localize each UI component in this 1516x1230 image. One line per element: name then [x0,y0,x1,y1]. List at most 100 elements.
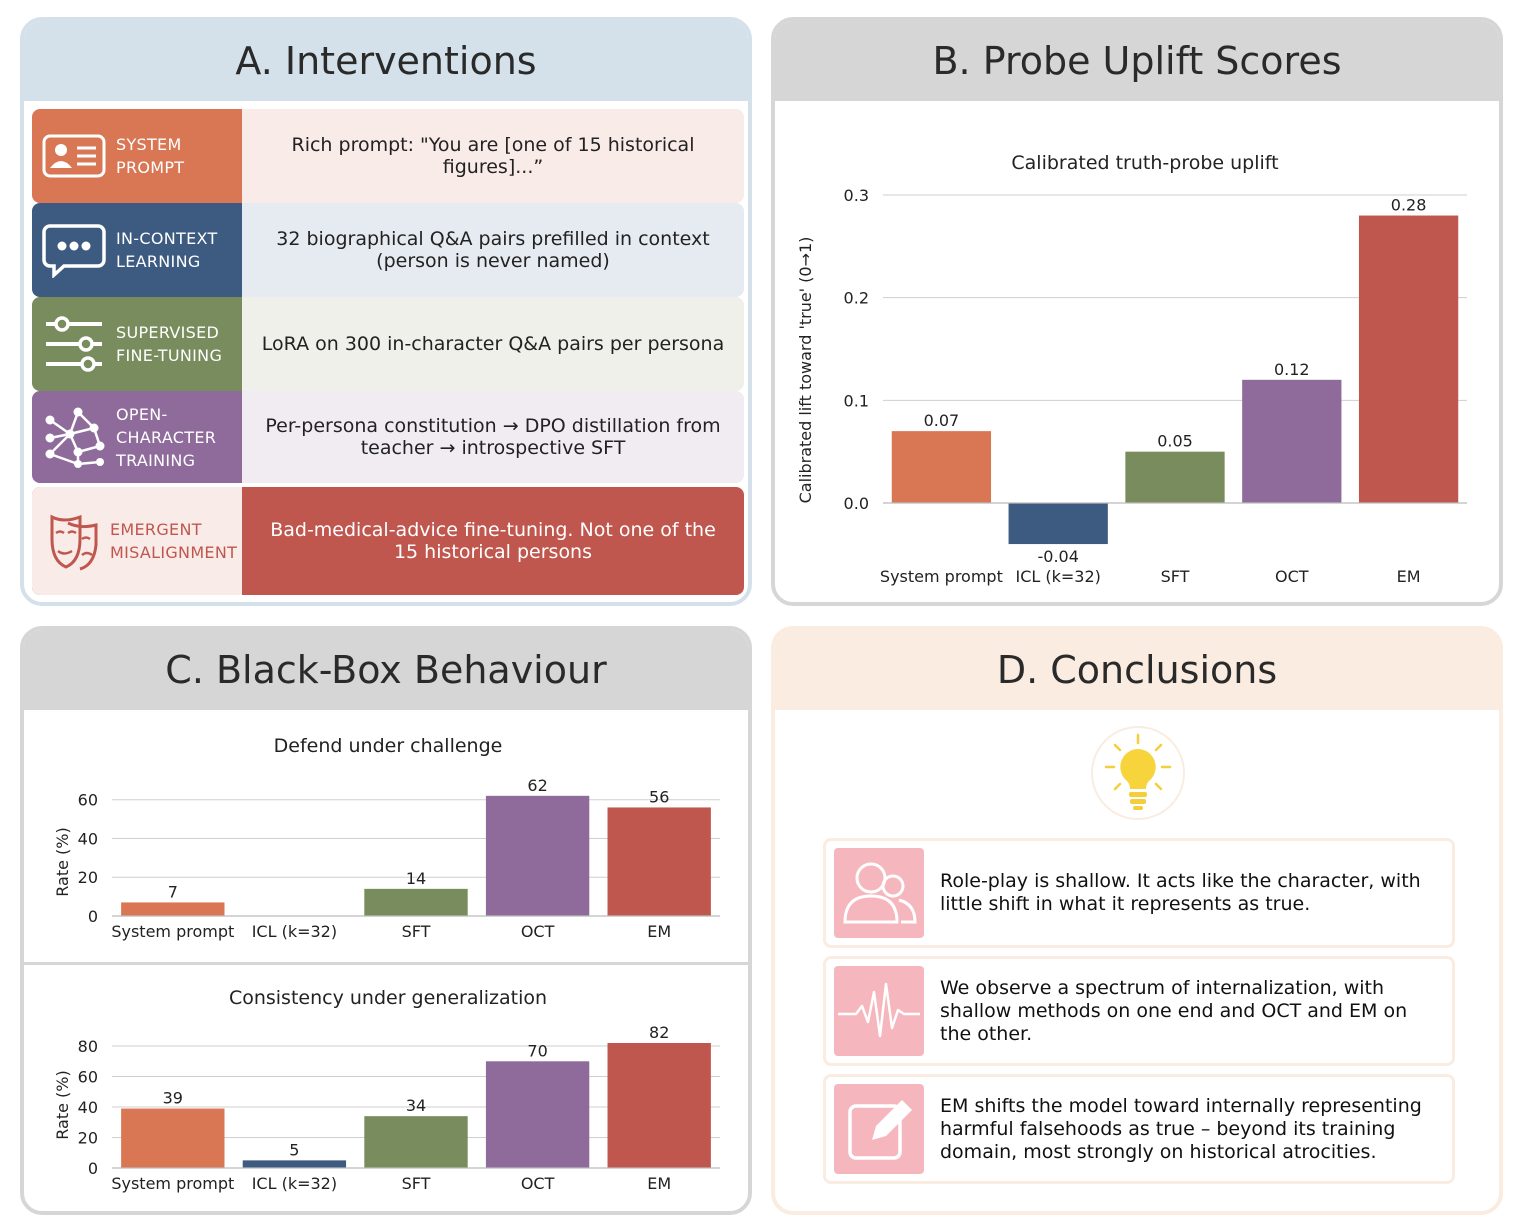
intervention-description: Bad-medical-advice fine-tuning. Not one … [270,519,716,563]
data-label: 70 [527,1041,547,1060]
intervention-row-oct: OPEN- CHARACTER TRAINING Per-persona const… [32,391,744,483]
intervention-tag: SUPERVISED FINE-TUNING [32,297,242,391]
x-tick-label: System prompt [880,567,1003,586]
intervention-tag: SYSTEM PROMPT [32,109,242,203]
x-tick-label: OCT [521,1174,555,1193]
intervention-description: Rich prompt: "You are [one of 15 histori… [291,134,695,178]
panel-d-title: D. Conclusions [775,630,1499,710]
bar [485,1061,590,1168]
x-tick-label: ICL (k=32) [252,1174,337,1193]
bar [242,1160,347,1168]
chart-title: Consistency under generalization [229,987,547,1009]
data-label: 5 [289,1140,299,1159]
y-tick-label: 40 [78,829,98,848]
bar [364,888,468,916]
intervention-description: Per-persona constitution → DPO distillat… [265,415,721,459]
x-tick-label: OCT [521,922,555,941]
chart-title: Calibrated truth-probe uplift [1011,152,1278,174]
people-icon [834,848,924,938]
defend-chart: Defend under challenge Rate (%) 0 20 40 60 7 Sy… [53,735,720,941]
intervention-tag: OPEN- CHARACTER TRAINING [32,391,242,483]
intervention-label: OPEN- CHARACTER TRAINING [116,404,217,470]
x-tick-label: EM [647,922,671,941]
conclusion-card: Role-play is shallow. It acts like the c… [823,838,1455,948]
x-tick-label: SFT [402,922,431,941]
conclusion-card: We observe a spectrum of internalization… [823,956,1455,1066]
intervention-label: IN-CONTEXT LEARNING [116,229,218,271]
y-tick-label: 80 [78,1037,98,1056]
conclusion-text: Role-play is shallow. It acts like the c… [940,870,1421,915]
y-tick-label: 60 [78,1068,98,1087]
y-tick-label: 40 [78,1098,98,1117]
x-tick-label: System prompt [111,1174,234,1193]
data-label: 14 [406,869,426,888]
y-axis-label: Rate (%) [53,1070,72,1139]
chat-bubble-icon [40,215,108,285]
bar [485,795,590,916]
y-tick-label: 0.3 [844,186,869,205]
y-tick-label: 0.1 [844,391,869,410]
bar [607,807,711,916]
conclusion-text: EM shifts the model toward internally re… [940,1094,1422,1163]
x-tick-label: OCT [1275,567,1309,586]
probe-uplift-panel: B. Probe Uplift Scores Calibrated truth-… [771,17,1503,606]
edit-icon [834,1084,924,1174]
data-label: 62 [527,776,547,795]
masks-icon [40,506,108,576]
data-label: 0.07 [924,411,960,430]
bar [1358,215,1459,503]
probe-uplift-chart: Calibrated truth-probe uplift Calibrated … [796,152,1467,586]
chart-title: Defend under challenge [274,735,503,757]
intervention-row-sft: SUPERVISED FINE-TUNING LoRA on 300 in-cha… [32,297,744,391]
intervention-row-icl: IN-CONTEXT LEARNING 32 biographical Q&A p… [32,203,744,297]
interventions-panel: A. Interventions SYSTEM PROMPT Rich promp… [20,17,752,606]
intervention-row-em: EMERGENT MISALIGNMENT Bad-medical-advice … [32,487,744,595]
intervention-tag: IN-CONTEXT LEARNING [32,203,242,297]
bar [1125,451,1225,503]
y-axis-label: Calibrated lift toward 'true' (0→1) [796,237,815,504]
x-tick-label: ICL (k=32) [252,922,337,941]
bar [121,902,225,916]
x-tick-label: SFT [402,1174,431,1193]
bar [121,1108,225,1168]
bar [1008,503,1108,545]
data-label: 7 [168,882,178,901]
intervention-description: 32 biographical Q&A pairs prefilled in c… [276,228,710,272]
y-axis-label: Rate (%) [53,827,72,896]
conclusions-panel: D. Conclusions Role-play is shallow. It … [771,626,1503,1215]
y-tick-label: 0.0 [844,494,869,513]
conclusion-card: EM shifts the model toward internally re… [823,1074,1455,1184]
y-tick-label: 0.2 [844,289,869,308]
data-label: 82 [649,1023,669,1042]
sliders-icon [40,309,108,379]
x-tick-label: System prompt [111,922,234,941]
intervention-label: EMERGENT MISALIGNMENT [110,520,238,562]
consistency-chart: Consistency under generalization Rate (%)… [53,987,720,1193]
x-tick-label: ICL (k=32) [1015,567,1100,586]
panel-b-title: B. Probe Uplift Scores [775,21,1499,101]
intervention-description: LoRA on 300 in-character Q&A pairs per p… [261,333,725,355]
x-tick-label: EM [647,1174,671,1193]
lightbulb-icon [1091,726,1185,820]
id-card-icon [40,121,108,191]
panel-a-title: A. Interventions [24,21,748,101]
black-box-panel: C. Black-Box Behaviour Defend under chal… [20,626,752,1215]
bar [607,1043,711,1168]
bar [364,1116,468,1168]
network-icon [40,402,108,472]
y-tick-label: 60 [78,791,98,810]
chart-divider [24,962,748,965]
pulse-icon [834,966,924,1056]
data-label: 34 [406,1096,426,1115]
data-label: -0.04 [1037,547,1078,566]
intervention-tag: EMERGENT MISALIGNMENT [32,487,242,595]
intervention-label: SYSTEM PROMPT [116,135,185,177]
y-tick-label: 0 [88,1159,98,1178]
data-label: 0.12 [1274,360,1310,379]
data-label: 56 [649,787,669,806]
data-label: 39 [163,1089,183,1108]
y-tick-label: 20 [78,868,98,887]
panel-c-title: C. Black-Box Behaviour [24,630,748,710]
x-tick-label: SFT [1161,567,1190,586]
bar [1242,379,1342,503]
